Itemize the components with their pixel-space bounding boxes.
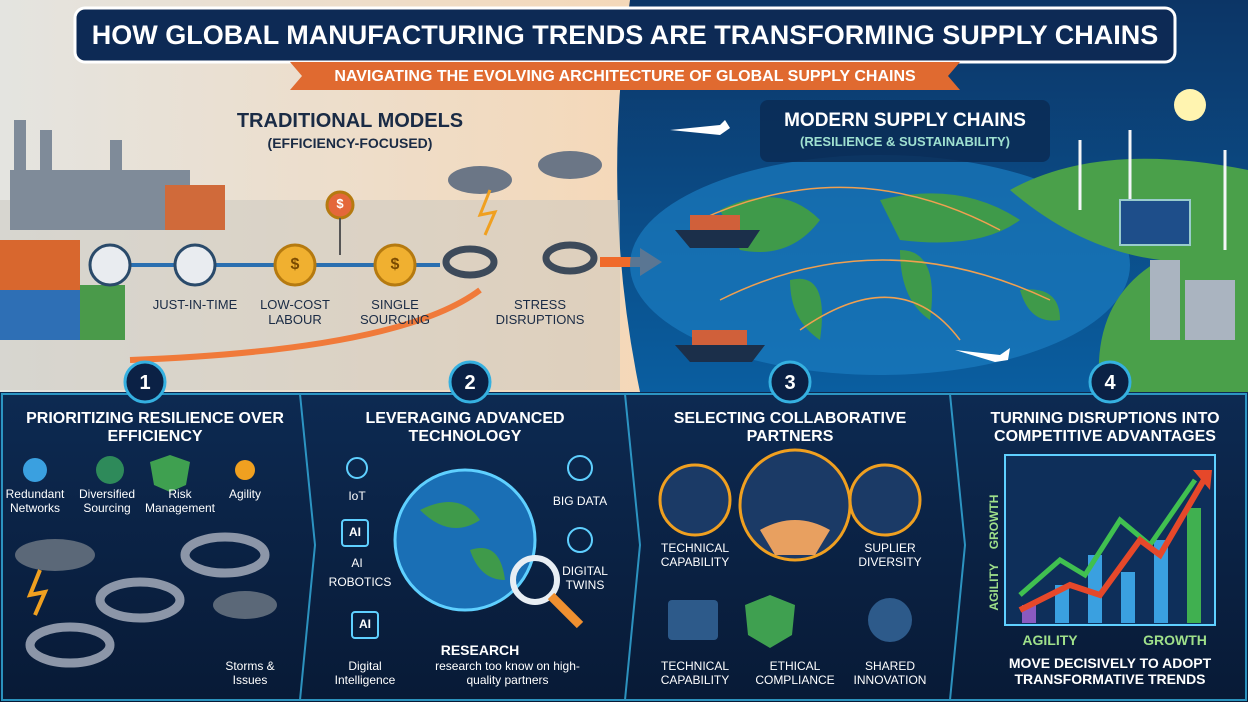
panel-item: RESEARCH (440, 642, 520, 658)
panel-item: Redundant Networks (5, 487, 65, 515)
panel-item: IoT (348, 489, 366, 503)
step-label: JUST-IN-TIME (152, 297, 238, 312)
panel-footer: MOVE DECISIVELY TO ADOPT TRANSFORMATIVE … (1008, 655, 1212, 688)
panel-item: TECHNICAL CAPABILITY (660, 659, 730, 687)
coin: $ (390, 256, 400, 273)
traditional-subtitle: (EFFICIENCY-FOCUSED) (267, 135, 433, 151)
coin: $ (290, 256, 300, 273)
axis-label: GROWTH (987, 494, 1002, 550)
axis-label: GROWTH (1143, 632, 1207, 648)
panel-number: 2 (464, 372, 476, 394)
panel-item: DIGITAL TWINS (562, 564, 608, 592)
axis-label: AGILITY (1022, 632, 1078, 648)
panel-item: ROBOTICS (328, 575, 392, 589)
panel-item: AI (351, 556, 363, 570)
panel-item: Agility (228, 487, 261, 501)
icon-badge: AI (359, 617, 371, 631)
panel-item: research too know on high-quality partne… (435, 659, 580, 687)
panel-item: Storms & Issues (225, 659, 275, 687)
panel-item: BIG DATA (552, 494, 608, 508)
step-label: SINGLE SOURCING (359, 297, 431, 327)
panel-item: Diversified Sourcing (78, 487, 135, 515)
title: HOW GLOBAL MANUFACTURING TRENDS ARE TRAN… (91, 20, 1159, 50)
panel-item: Digital Intelligence (334, 659, 396, 687)
panel-number: 1 (139, 372, 151, 394)
traditional-title: TRADITIONAL MODELS (236, 110, 464, 132)
panel-item: ETHICAL COMPLIANCE (755, 659, 835, 687)
subtitle: NAVIGATING THE EVOLVING ARCHITECTURE OF … (334, 68, 916, 85)
panel-number: 3 (784, 372, 796, 394)
modern-title: MODERN SUPPLY CHAINS (784, 110, 1026, 131)
panel-title: SELECTING COLLABORATIVE PARTNERS (673, 410, 907, 446)
panel-number: 4 (1104, 372, 1116, 394)
coin: $ (336, 196, 344, 211)
step-label: STRESS DISRUPTIONS (495, 297, 585, 327)
panel-item: SUPLIER DIVERSITY (858, 541, 922, 569)
panel-title: PRIORITIZING RESILIENCE OVER EFFICIENCY (26, 410, 284, 446)
panel-item: TECHNICAL CAPABILITY (660, 541, 730, 569)
axis-label: AGILITY (987, 563, 1002, 611)
panel-item: SHARED INNOVATION (853, 659, 927, 687)
panel-item: Risk Management (144, 487, 216, 515)
step-label: LOW-COST LABOUR (260, 297, 330, 327)
modern-subtitle: (RESILIENCE & SUSTAINABILITY) (800, 134, 1010, 149)
icon-badge: AI (349, 525, 361, 539)
panel-title: LEVERAGING ADVANCED TECHNOLOGY (365, 410, 565, 446)
panel-title: TURNING DISRUPTIONS INTO COMPETITIVE ADV… (990, 410, 1220, 446)
